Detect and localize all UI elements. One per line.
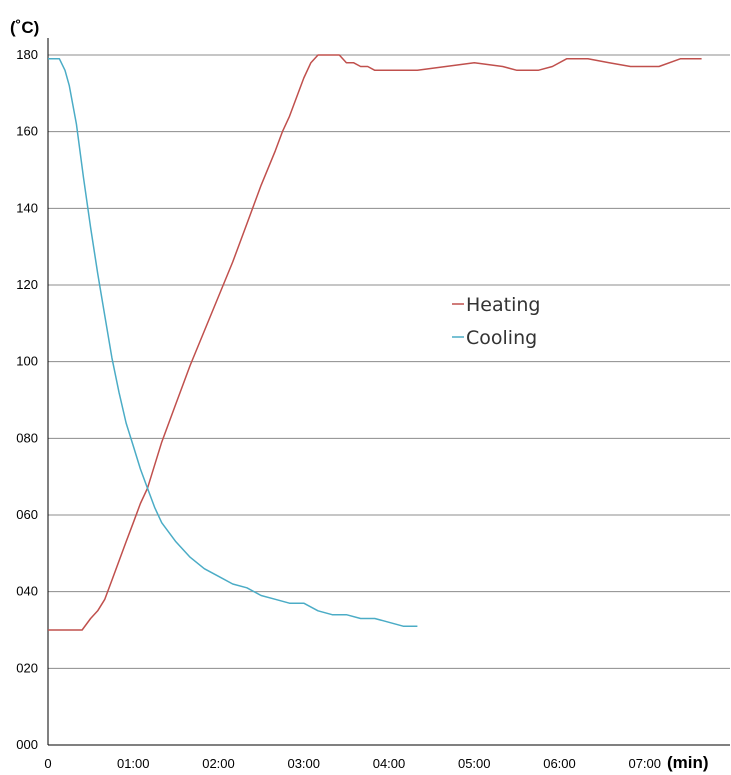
series-line-cooling xyxy=(48,58,418,627)
series-lines xyxy=(48,54,702,631)
x-tick-label: 06:00 xyxy=(543,756,576,771)
y-tick-label: 100 xyxy=(16,354,38,369)
x-tick-label: 07:00 xyxy=(628,756,661,771)
x-tick-label: 03:00 xyxy=(287,756,320,771)
y-tick-label: 160 xyxy=(16,124,38,139)
x-tick-label: 04:00 xyxy=(373,756,406,771)
x-tick-label: 05:00 xyxy=(458,756,491,771)
y-unit-label: (˚C) xyxy=(10,18,39,37)
y-tick-label: 120 xyxy=(16,277,38,292)
x-tick-label: 01:00 xyxy=(117,756,150,771)
y-tick-label: 000 xyxy=(16,737,38,752)
x-tick-labels: 0 01:00 02:00 03:00 04:00 05:00 06:00 07:00 xyxy=(44,756,661,771)
y-tick-label: 020 xyxy=(16,660,38,675)
y-tick-label: 080 xyxy=(16,430,38,445)
legend-label-heating: Heating xyxy=(466,294,540,316)
y-tick-label: 180 xyxy=(16,47,38,62)
series-line-heating xyxy=(48,54,702,631)
x-tick-label: 0 xyxy=(44,756,51,771)
x-tick-label: 02:00 xyxy=(202,756,235,771)
legend: Heating Cooling xyxy=(452,294,540,349)
legend-label-cooling: Cooling xyxy=(466,327,537,349)
y-tick-label: 060 xyxy=(16,507,38,522)
x-unit-label: (min) xyxy=(667,753,709,772)
y-tick-labels: 000 020 040 060 080 100 120 140 160 180 xyxy=(16,47,38,752)
y-tick-label: 040 xyxy=(16,584,38,599)
y-tick-label: 140 xyxy=(16,200,38,215)
grid-lines xyxy=(48,54,730,669)
